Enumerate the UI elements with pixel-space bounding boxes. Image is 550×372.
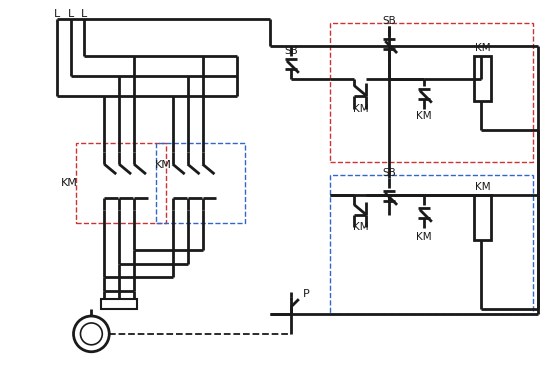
- Text: L: L: [53, 9, 60, 19]
- Bar: [76, 143, 166, 223]
- Bar: [101, 299, 137, 309]
- Bar: [474, 56, 491, 101]
- Text: SB: SB: [284, 46, 298, 56]
- Bar: [474, 195, 491, 240]
- Circle shape: [80, 323, 102, 345]
- Text: L: L: [81, 9, 87, 19]
- Text: KM: KM: [475, 43, 490, 53]
- Text: KM: KM: [155, 160, 171, 170]
- Text: SB: SB: [382, 168, 396, 178]
- Text: KM: KM: [353, 222, 368, 232]
- Text: P: P: [303, 289, 310, 299]
- Text: SB: SB: [382, 16, 396, 26]
- Bar: [329, 23, 533, 162]
- Bar: [329, 175, 533, 314]
- Text: KM: KM: [416, 232, 432, 242]
- Circle shape: [74, 316, 109, 352]
- Text: KM: KM: [416, 110, 432, 121]
- Text: L: L: [68, 9, 74, 19]
- Text: KM: KM: [353, 103, 368, 113]
- Text: KM: KM: [61, 178, 78, 188]
- Text: KM: KM: [475, 182, 490, 192]
- Bar: [156, 143, 245, 223]
